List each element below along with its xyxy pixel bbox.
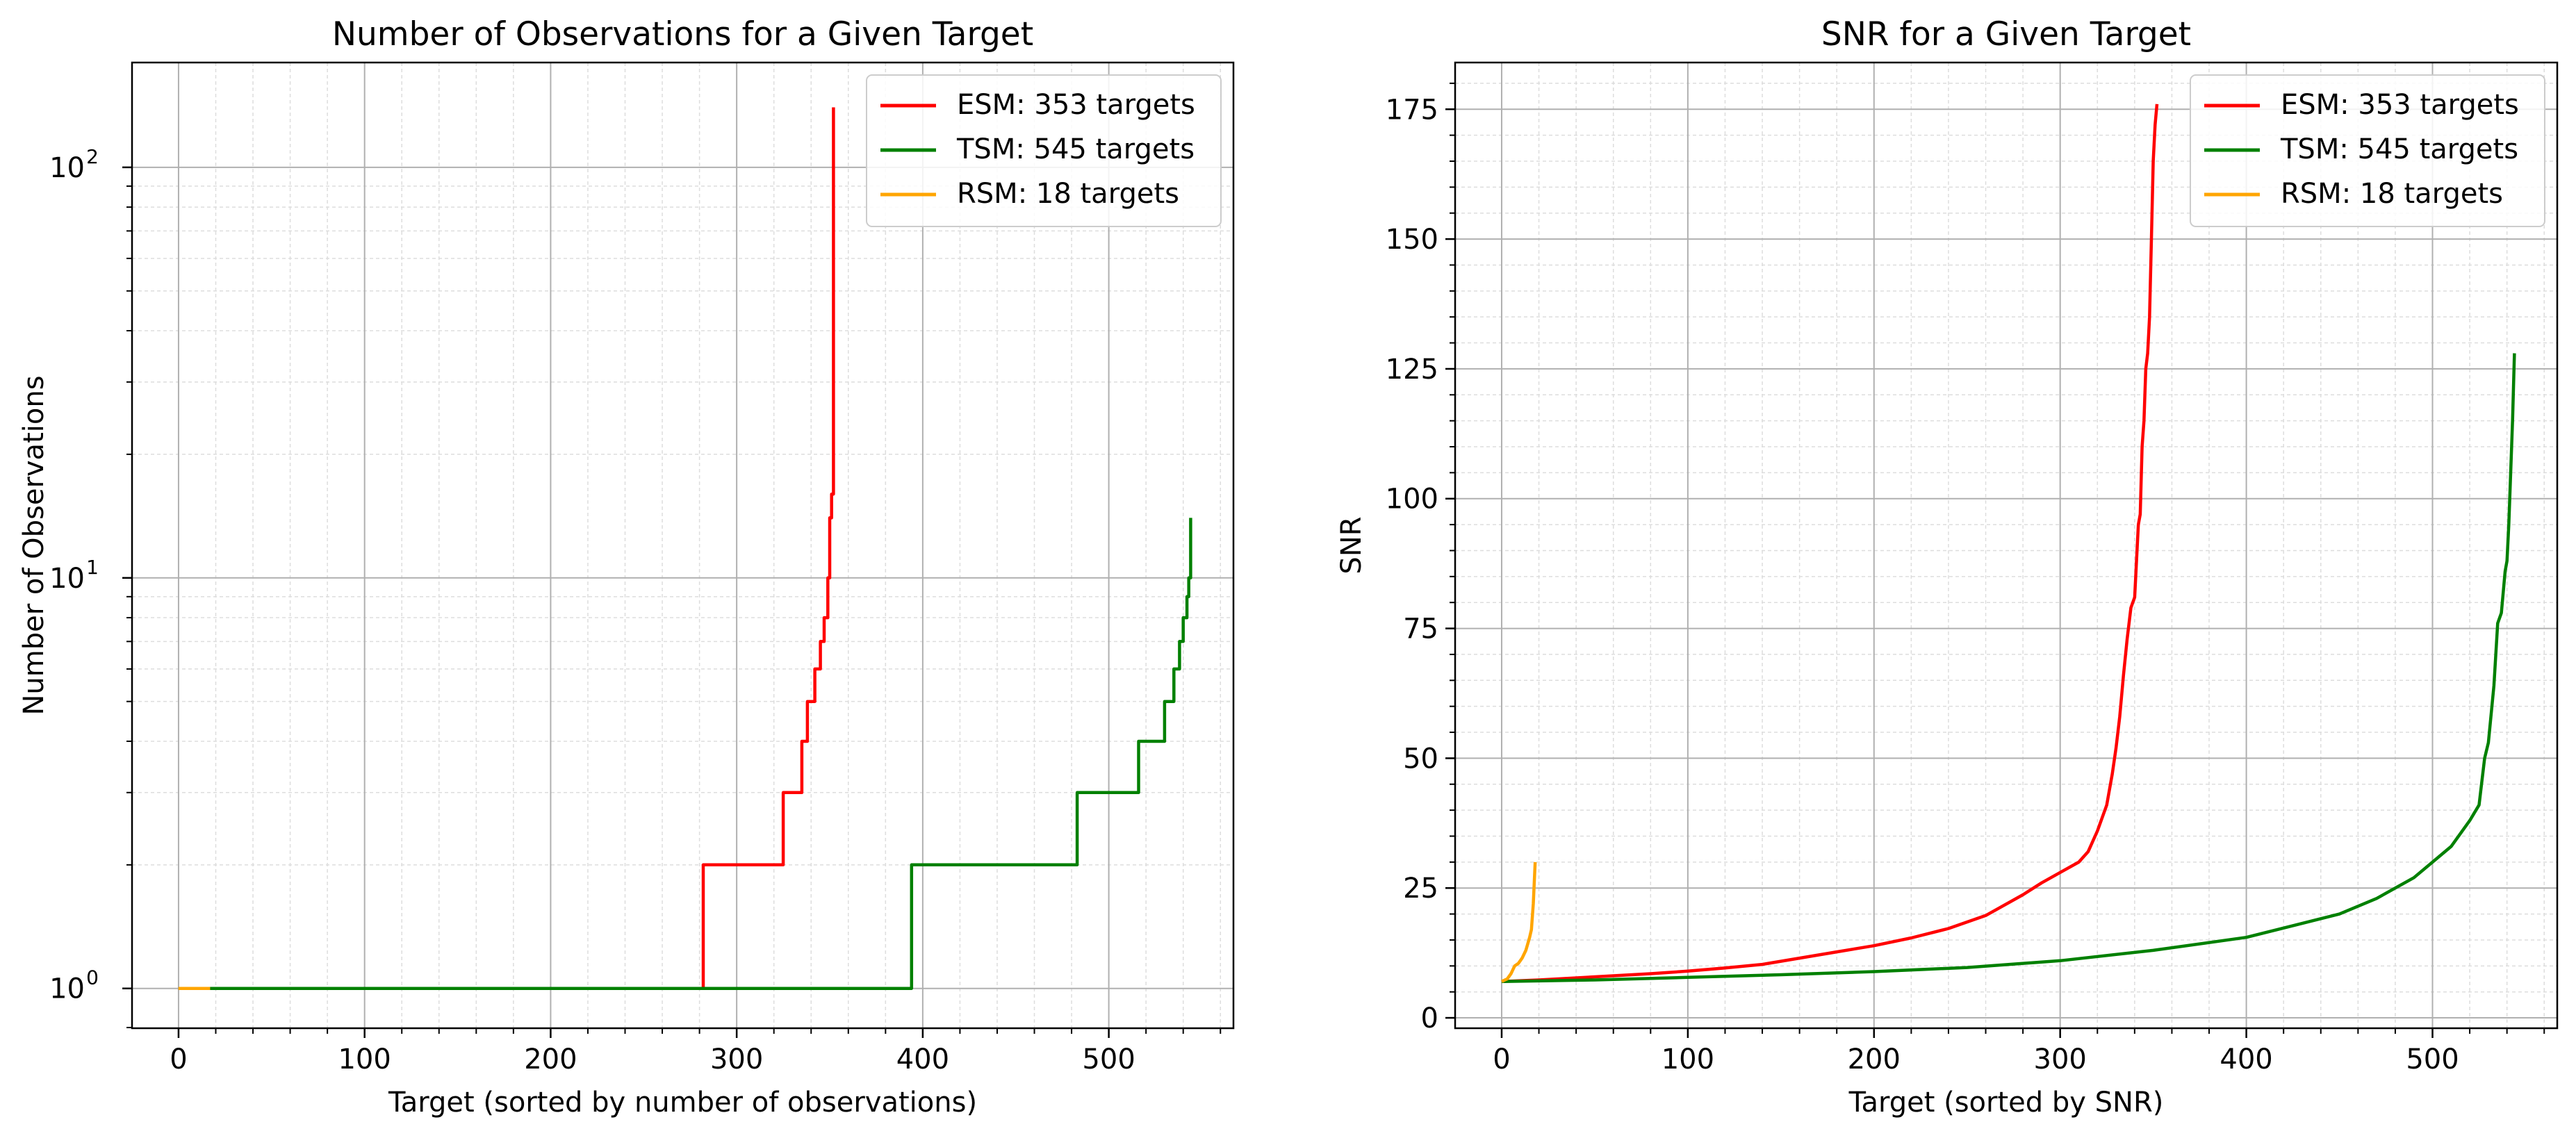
y-tick-exponent: 1 [86,556,99,579]
y-tick-label: 25 [1403,873,1438,905]
x-tick-label: 100 [338,1044,391,1075]
x-tick-label: 0 [170,1044,187,1075]
x-tick-label: 300 [710,1044,763,1075]
series-line-rsm [1501,861,1537,983]
y-tick-exponent: 2 [86,145,99,168]
series-layer [178,107,1192,990]
x-tick-label: 200 [524,1044,577,1075]
x-tick-label: 400 [2220,1044,2272,1075]
y-axis-label: SNR [1336,516,1368,574]
x-tick-label: 100 [1662,1044,1714,1075]
x-tick-label: 300 [2034,1044,2087,1075]
chart-title: Number of Observations for a Given Targe… [332,15,1033,53]
x-tick-label: 200 [1848,1044,1901,1075]
legend-entry: ESM: 353 targets [957,89,1195,121]
series-line-esm [178,107,835,990]
legend-entry: RSM: 18 targets [957,178,1179,210]
snr-chart: 0 100 200 300 400 500 0 25 50 75 100 125 150 175 SNR … [1336,15,2559,1119]
x-axis-label: Target (sorted by number of observations… [388,1087,977,1119]
x-tick-label: 400 [896,1044,949,1075]
y-tick-label: 50 [1403,743,1438,775]
legend-box [866,74,1222,227]
series-line-tsm [1501,353,2516,983]
y-tick-label: 10 [49,973,85,1005]
series-layer [1501,104,2516,983]
y-tick-label: 75 [1403,613,1438,645]
minor-grid [132,63,1233,1028]
y-tick-label: 125 [1386,354,1438,386]
chart-title: SNR for a Given Target [1821,15,2191,53]
y-tick-label: 10 [49,152,85,184]
series-line-tsm [178,518,1192,990]
plot-frame [131,61,1235,1030]
tick-marks: 0 100 200 300 400 500 0 25 50 75 100 125 150 175 [1386,82,2545,1075]
y-tick-label: 150 [1386,224,1438,256]
x-tick-label: 500 [1082,1044,1135,1075]
y-tick-label: 0 [1421,1003,1438,1034]
y-tick-label: 175 [1386,94,1438,126]
y-tick-exponent: 0 [86,966,99,989]
plot-frame [1454,61,2559,1030]
y-tick-label: 10 [49,563,85,595]
x-axis-label: Target (sorted by SNR) [1848,1087,2164,1119]
y-tick-label: 100 [1386,484,1438,516]
legend-entry: ESM: 353 targets [2281,89,2519,121]
minor-grid [1455,63,2557,1028]
series-line-esm [1501,104,2159,983]
legend-entry: RSM: 18 targets [2281,178,2503,210]
x-tick-label: 500 [2406,1044,2459,1075]
legend: ESM: 353 targets TSM: 545 targets RSM: 18 … [2190,74,2545,227]
legend: ESM: 353 targets TSM: 545 targets RSM: 18 … [866,74,1222,227]
legend-entry: TSM: 545 targets [956,133,1195,165]
legend-entry: TSM: 545 targets [2280,133,2518,165]
legend-box [2190,74,2545,227]
x-tick-label: 0 [1493,1044,1510,1075]
y-axis-label: Number of Observations [18,375,50,715]
